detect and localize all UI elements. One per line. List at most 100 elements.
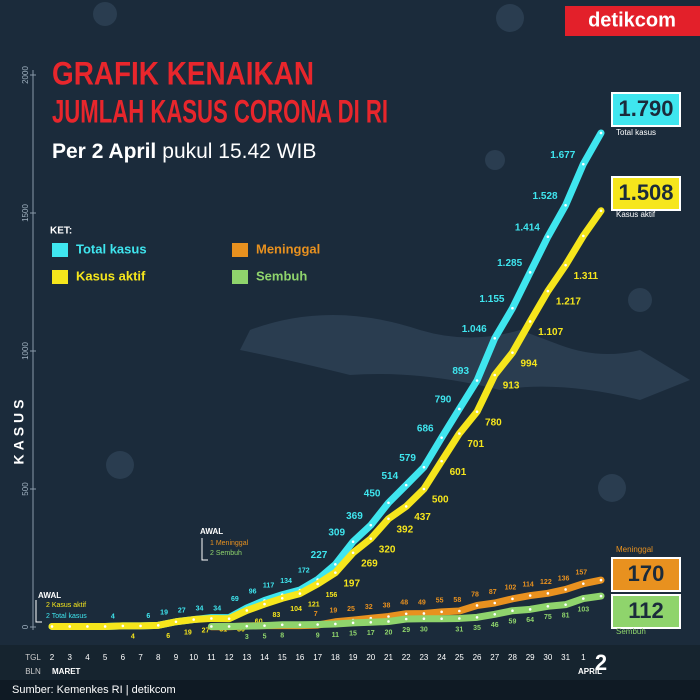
subtitle: Per 2 April pukul 15.42 WIB [52,140,316,163]
data-label: 8 [280,633,284,640]
data-label: 122 [540,579,552,586]
data-label: 1.155 [479,294,504,305]
subtitle-bold: Per 2 April [52,140,156,163]
data-label: 104 [290,606,302,613]
point [351,621,355,625]
x-tick-label: 23 [419,653,428,662]
data-label: 701 [467,439,484,450]
data-label: 59 [509,619,517,626]
point [458,617,461,620]
data-label: 514 [382,471,399,482]
x-tick-label: 25 [455,653,464,662]
data-label: 6 [166,633,170,640]
data-label: 17 [367,630,375,637]
data-label: 25 [347,606,355,613]
point [546,235,550,239]
data-label: 78 [471,591,479,598]
point [440,436,443,439]
point [564,588,567,591]
point [546,289,550,293]
point [475,410,479,414]
data-label: 392 [396,524,413,535]
data-label: 49 [418,599,426,606]
end-series-name: Total kasus [616,128,656,137]
data-label: 1.285 [497,258,522,269]
point [493,337,497,340]
x-tick-label: 16 [295,653,304,662]
point [422,465,426,469]
data-label: 1.311 [574,271,599,282]
annotation: AWAL [200,527,223,536]
x-tick-label: 14 [260,653,269,662]
data-label: 11 [332,632,340,639]
data-label: 9 [316,632,320,639]
point [351,551,355,555]
legend-swatch [232,270,248,284]
point [599,594,603,598]
point [511,597,514,601]
data-label: 46 [491,622,499,629]
point [582,597,585,600]
point [475,616,479,619]
point [280,596,284,600]
point [227,625,231,628]
point [50,625,54,628]
point [511,351,514,354]
data-label: 64 [526,617,534,624]
legend-label: Kasus aktif [76,268,146,283]
annotation-bracket [201,538,208,561]
x-tick-label: 12 [225,653,234,662]
point [511,306,514,310]
data-label: 34 [196,605,204,612]
annotation-bracket [35,600,42,623]
data-label: 30 [420,627,428,634]
data-label: 117 [263,583,274,590]
legend-label: Sembuh [256,268,307,283]
end-value-box [611,92,681,127]
annotation: 2 Total kasus [46,613,87,620]
y-tick-label: 500 [21,482,30,496]
point [582,162,585,166]
data-label: 320 [379,544,396,555]
data-label: 27 [178,607,186,614]
data-label: 121 [308,601,320,608]
data-label: 58 [453,597,461,604]
point [440,459,443,463]
data-label: 19 [329,608,337,615]
x-tick-label: 26 [473,653,482,662]
x-tick-label: 17 [313,653,322,662]
point [174,620,178,624]
annotation: 1 Meninggal [210,540,249,547]
month-label: APRIL [578,667,602,676]
point [422,617,426,621]
data-label: 48 [400,600,408,607]
end-series-name: Meninggal [616,545,653,554]
end-series-name: Sembuh [616,627,646,636]
title-line: GRAFIK KENAIKAN [52,55,314,91]
legend-swatch [232,243,248,257]
x-tick-label: 27 [490,653,499,662]
point [369,537,373,540]
data-label: 893 [452,366,469,377]
x-tick-label: 3 [67,653,72,662]
data-label: 81 [562,612,570,619]
point [475,379,479,382]
data-label: 75 [544,614,552,621]
data-label: 197 [343,578,360,589]
data-label: 7 [314,611,318,618]
data-label: 96 [249,588,257,595]
data-label: 1.414 [515,222,540,233]
data-label: 32 [365,604,373,611]
end-value: 1.790 [618,96,673,121]
end-value: 112 [628,598,664,623]
x-tick-label: 6 [121,653,126,662]
x-tick-label: 1 [581,653,586,662]
series-line [48,207,605,630]
point [528,608,532,611]
point [334,622,337,626]
annotation: 2 Sembuh [210,550,242,557]
data-label: 913 [503,381,520,392]
legend-swatch [52,243,68,257]
point [192,618,195,621]
